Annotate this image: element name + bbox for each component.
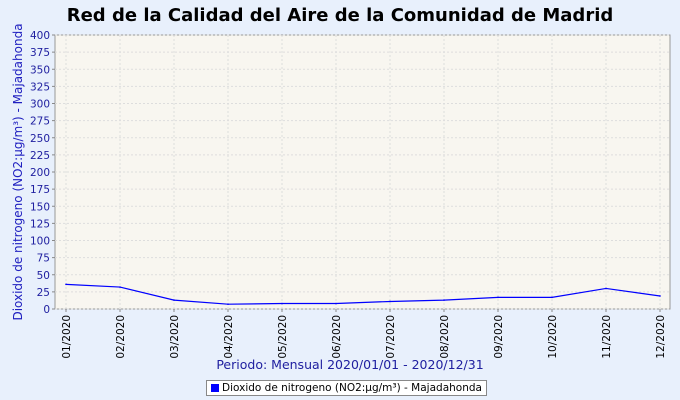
x-tick-label: 01/2020 [61,315,73,359]
data-point [443,299,445,301]
x-tick-label: 12/2020 [655,315,667,359]
data-point [605,287,607,290]
x-tick-label: 09/2020 [493,315,505,359]
y-tick-label: 300 [30,99,50,111]
data-point [551,296,553,299]
data-point [335,302,337,305]
x-tick-label: 11/2020 [601,315,613,359]
y-tick-label: 200 [30,167,50,179]
y-tick-label: 50 [37,270,50,282]
y-tick-label: 100 [30,236,50,248]
x-axis-label: Periodo: Mensual 2020/01/01 - 2020/12/31 [216,357,484,372]
chart-title: Red de la Calidad del Aire de la Comunid… [66,5,614,26]
data-point [65,283,67,286]
y-tick-label: 125 [30,218,50,230]
y-tick-label: 400 [30,30,50,42]
legend-label: Dioxido de nitrogeno (NO2:µg/m³) - Majad… [222,382,482,394]
data-point [281,302,283,305]
x-tick-label: 04/2020 [223,315,235,359]
data-point [389,300,391,303]
legend: Dioxido de nitrogeno (NO2:µg/m³) - Majad… [206,380,487,396]
y-tick-label: 250 [30,133,50,145]
y-tick-label: 150 [30,201,50,213]
data-point [119,286,121,288]
x-tick-label: 08/2020 [439,315,451,359]
x-tick-label: 06/2020 [331,315,343,359]
y-tick-label: 350 [30,64,50,76]
data-point [227,303,229,306]
x-tick-label: 10/2020 [547,315,559,359]
y-tick-label: 375 [30,47,50,59]
y-tick-label: 0 [43,304,50,316]
y-tick-label: 25 [37,287,50,299]
y-tick-label: 325 [30,81,50,93]
y-axis-label: Dioxido de nitrogeno (NO2:µg/m³) - Majad… [11,23,25,321]
y-tick-label: 175 [30,184,50,196]
x-tick-label: 07/2020 [385,315,397,359]
legend-swatch [211,384,219,392]
x-tick-label: 03/2020 [169,315,181,359]
series-line [65,283,661,305]
y-tick-label: 275 [30,116,50,128]
data-point [659,295,661,297]
y-tick-label: 75 [37,253,50,265]
x-tick-label: 02/2020 [115,315,127,359]
y-tick-label: 225 [30,150,50,162]
data-point [497,296,499,299]
data-point [173,299,175,301]
x-tick-label: 05/2020 [277,315,289,359]
